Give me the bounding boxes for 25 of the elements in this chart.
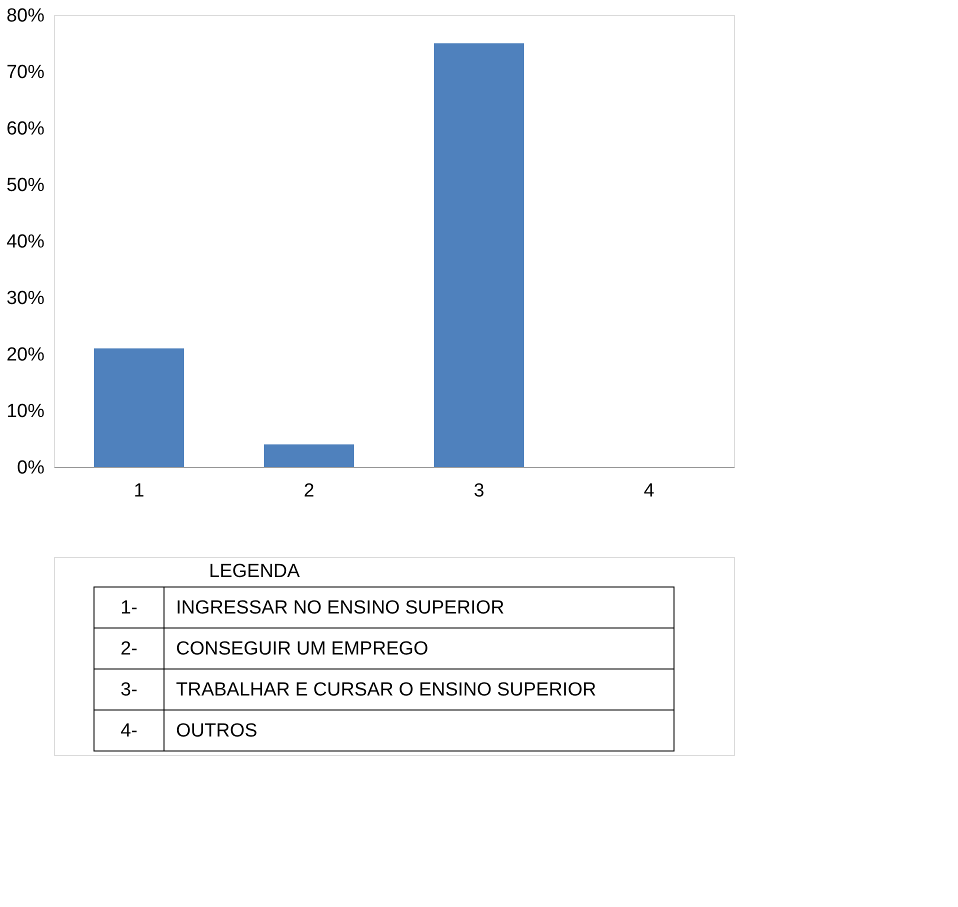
y-tick-label: 60% bbox=[6, 118, 45, 140]
y-tick-label: 30% bbox=[6, 288, 45, 309]
bar bbox=[94, 348, 184, 467]
x-tick-label: 1 bbox=[134, 480, 144, 502]
bar bbox=[434, 43, 524, 467]
y-tick-label: 0% bbox=[17, 458, 45, 478]
text: OUTROS bbox=[176, 720, 258, 742]
y-tick-label: 50% bbox=[6, 175, 45, 196]
text: 4- bbox=[120, 720, 138, 742]
x-tick-label: 2 bbox=[304, 480, 314, 502]
y-tick-label: 10% bbox=[6, 401, 45, 422]
text: CONSEGUIR UM EMPREGO bbox=[176, 638, 428, 660]
bar bbox=[264, 444, 354, 467]
text: 3- bbox=[120, 680, 138, 700]
y-tick-label: 70% bbox=[6, 62, 45, 83]
text: TRABALHAR E CURSAR O ENSINO SUPERIOR bbox=[176, 680, 596, 700]
text: LEGENDA bbox=[209, 561, 300, 582]
text: 2- bbox=[120, 638, 138, 660]
y-tick-label: 40% bbox=[6, 232, 45, 252]
text: 1- bbox=[120, 598, 138, 618]
y-tick-label: 20% bbox=[6, 344, 45, 366]
x-tick-label: 3 bbox=[474, 480, 484, 502]
text: INGRESSAR NO ENSINO SUPERIOR bbox=[176, 598, 504, 618]
y-tick-label: 80% bbox=[6, 6, 45, 26]
x-tick-label: 4 bbox=[644, 480, 655, 502]
